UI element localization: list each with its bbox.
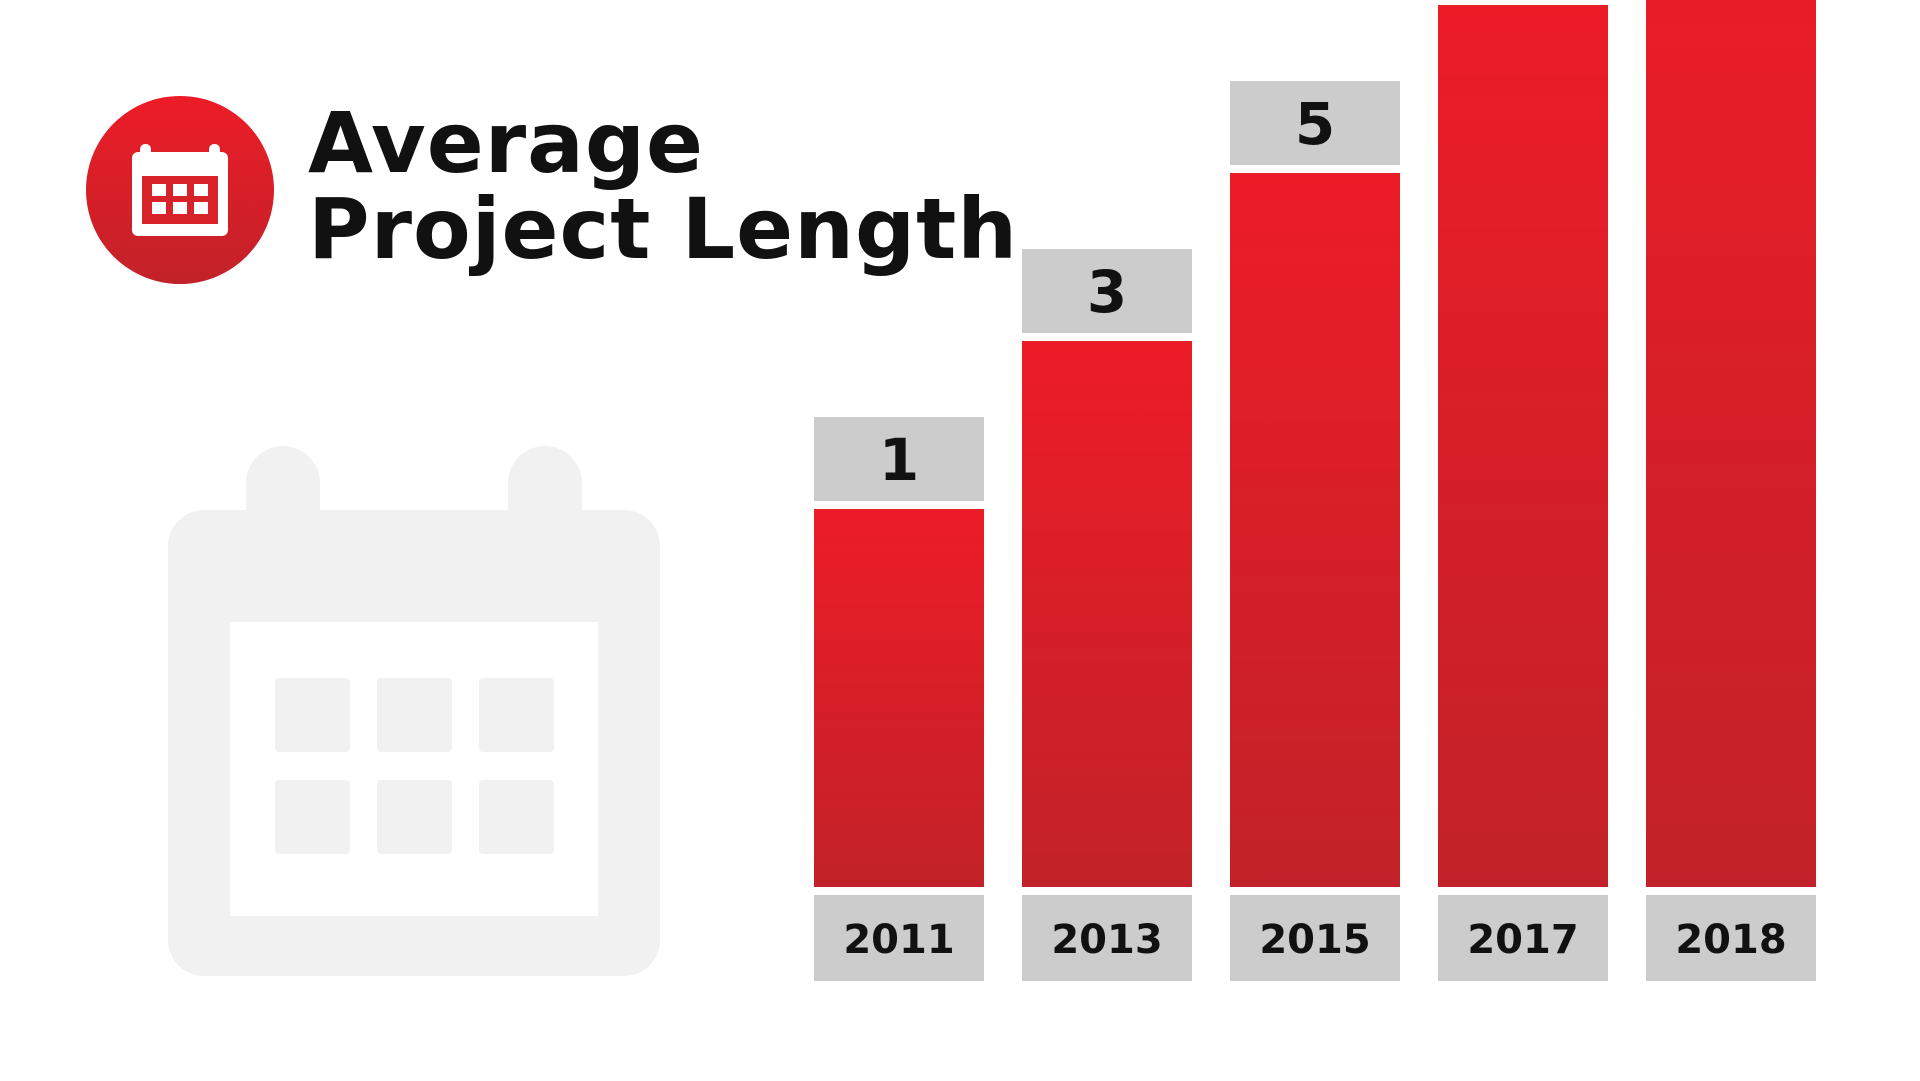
tick-label-2011: 2011 — [843, 917, 954, 963]
tick-label-2013: 2013 — [1051, 917, 1162, 963]
tick-box-2017 — [1438, 895, 1608, 981]
value-label-2015: 5 — [1295, 90, 1335, 158]
bar-2015 — [1230, 173, 1400, 887]
tick-box-2018 — [1646, 895, 1816, 981]
tick-label-2018: 2018 — [1675, 917, 1786, 963]
bar-2013 — [1022, 341, 1192, 887]
calendar-icon — [168, 446, 660, 976]
chart-title: Average Project Length — [308, 94, 1019, 278]
tick-box-2011 — [814, 895, 984, 981]
tick-box-2015 — [1230, 895, 1400, 981]
calendar-icon — [86, 96, 274, 284]
bar-2011 — [814, 509, 984, 887]
value-label-2011: 1 — [879, 426, 919, 494]
bar-2017 — [1438, 5, 1608, 887]
value-label-box-2011 — [814, 417, 984, 501]
tick-label-2015: 2015 — [1259, 917, 1370, 963]
value-label-box-2015 — [1230, 81, 1400, 165]
bar-2018 — [1646, 0, 1816, 887]
value-label-2013: 3 — [1087, 258, 1127, 326]
tick-label-2017: 2017 — [1467, 917, 1578, 963]
tick-box-2013 — [1022, 895, 1192, 981]
